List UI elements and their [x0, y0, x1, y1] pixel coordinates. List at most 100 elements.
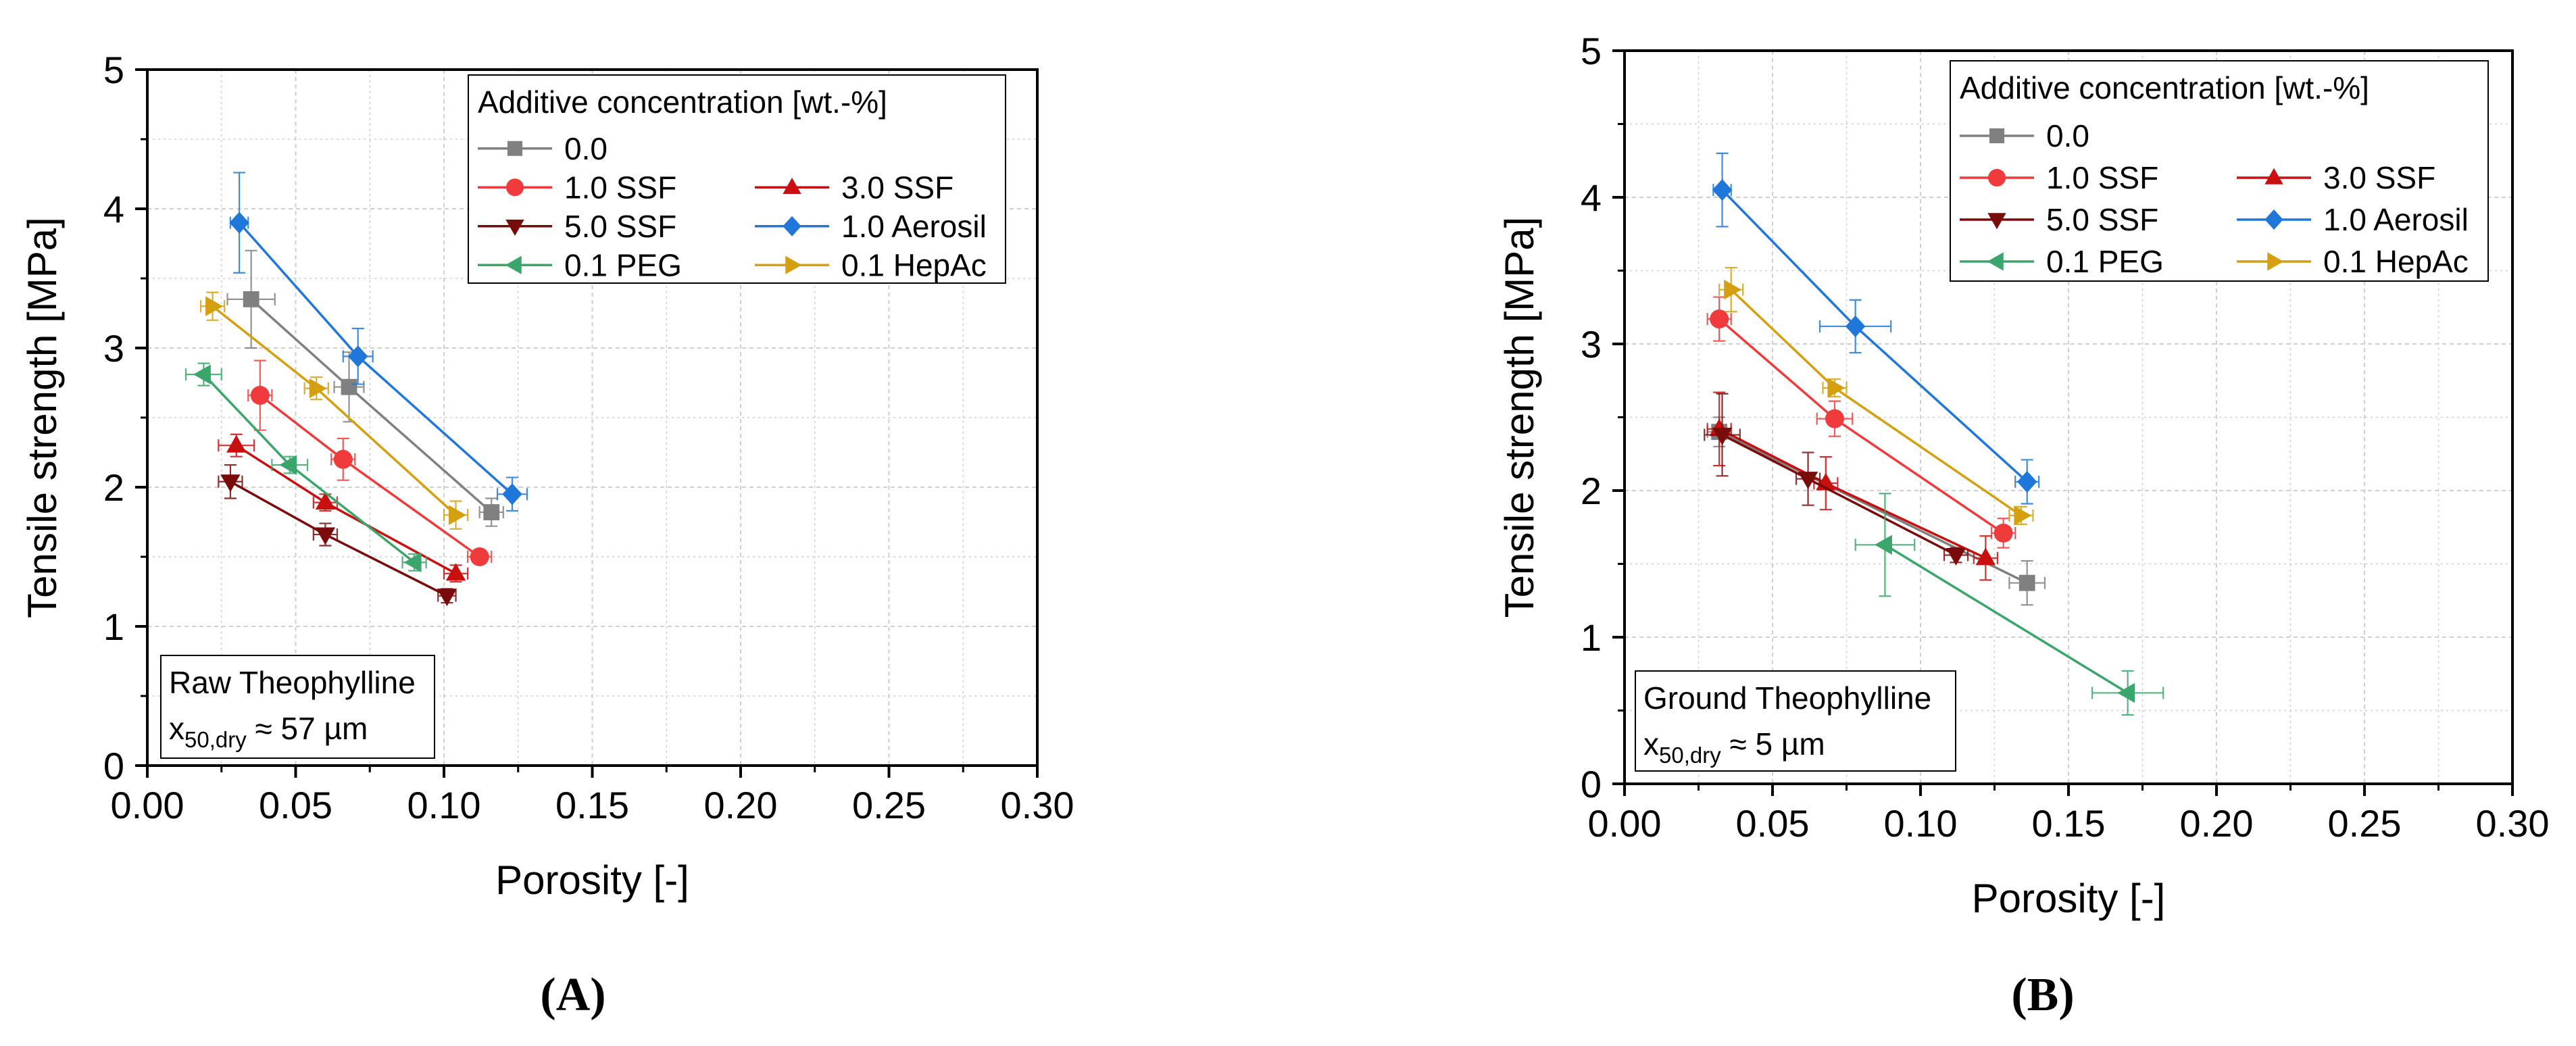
y-axis-label: Tensile strength [MPa]: [1497, 217, 1542, 618]
data-point: [403, 552, 422, 572]
legend-marker: [783, 177, 801, 194]
x-tick-label: 0.10: [407, 784, 481, 826]
data-point: [309, 378, 327, 399]
data-point: [470, 547, 489, 566]
x-tick-label: 0.05: [1736, 802, 1810, 845]
series-5-0-ssf: [218, 464, 457, 607]
legend-marker: [507, 141, 523, 156]
y-axis-label: Tensile strength [MPa]: [20, 217, 65, 618]
legend-item: 0.1 PEG: [478, 247, 682, 282]
data-point: [502, 483, 522, 505]
legend-box: [1950, 60, 2489, 282]
data-point: [279, 455, 297, 475]
x-tick-label: 0.25: [852, 784, 926, 826]
x-tick-label: 0.05: [259, 784, 332, 826]
data-point: [1875, 534, 1892, 555]
legend-label: 3.0 SSF: [841, 170, 953, 205]
series-1-0-ssf: [1706, 296, 2016, 549]
series-1-0-aerosil: [1712, 152, 2040, 505]
x-tick-label: 0.20: [2180, 802, 2254, 845]
data-point: [205, 296, 223, 316]
annotation-box: [160, 655, 435, 759]
data-point: [2117, 682, 2135, 703]
y-tick-label: 5: [103, 49, 124, 91]
legend-marker: [506, 178, 524, 197]
legend-item: 0.1 HepAc: [2237, 244, 2469, 279]
series-0-1-hepac: [1718, 267, 2034, 526]
legend-label: 1.0 SSF: [2046, 160, 2158, 195]
data-point: [1825, 409, 1844, 428]
legend-label: 1.0 Aerosil: [2323, 202, 2469, 237]
data-series: [1704, 152, 2164, 716]
data-point: [229, 211, 249, 234]
annotation-title: Ground Theophylline: [1643, 680, 1931, 716]
legend-label: 0.0: [2046, 118, 2089, 153]
x-tick-label: 0.00: [1588, 802, 1662, 845]
data-point: [449, 505, 466, 525]
legend-item: 1.0 Aerosil: [2237, 202, 2469, 237]
data-point: [445, 563, 466, 581]
data-point: [220, 474, 241, 493]
legend-label: 1.0 Aerosil: [841, 209, 987, 244]
legend-label: 0.1 PEG: [564, 247, 682, 282]
error-bar: [443, 500, 469, 530]
legend-marker: [1988, 169, 2006, 186]
data-point: [1712, 179, 1733, 201]
y-tick-label: 4: [1581, 176, 1602, 219]
x-tick-label: 0.10: [1884, 802, 1958, 845]
legend: Additive concentration [wt.-%] 0.0 1.0 SSF…: [1950, 60, 2489, 282]
legend-label: 3.0 SSF: [2323, 160, 2435, 195]
annotation-size: x50,dry ≈ 57 µm: [169, 711, 368, 752]
legend-item: 3.0 SSF: [755, 170, 953, 205]
y-tick-label: 1: [1581, 616, 1602, 659]
panel-label: (A): [540, 969, 605, 1021]
data-point: [437, 589, 457, 607]
legend-label: 0.1 HepAc: [2323, 244, 2469, 279]
series-line: [1884, 543, 2129, 694]
data-point: [1993, 523, 2013, 543]
legend-item: 0.0: [478, 131, 608, 166]
data-point: [1710, 309, 1729, 329]
legend-item: 1.0 SSF: [1960, 160, 2158, 195]
data-point: [315, 492, 336, 510]
legend-item: 0.1 HepAc: [755, 247, 987, 282]
y-tick-label: 2: [1581, 470, 1602, 512]
legend-marker: [1989, 128, 2005, 144]
x-axis-label: Porosity [-]: [1972, 876, 2166, 921]
legend-label: 0.1 PEG: [2046, 244, 2164, 279]
legend-label: 5.0 SSF: [564, 209, 676, 244]
annotation: Raw Theophylline x50,dry ≈ 57 µm: [160, 655, 435, 759]
legend-item: 5.0 SSF: [1960, 202, 2158, 237]
legend-item: 1.0 Aerosil: [755, 209, 987, 244]
data-point: [341, 378, 357, 395]
x-tick-label: 0.30: [1001, 784, 1074, 826]
legend-label: 0.0: [564, 131, 608, 166]
x-axis-label: Porosity [-]: [495, 857, 689, 903]
y-tick-label: 0: [1581, 763, 1602, 805]
annotation: Ground Theophylline x50,dry ≈ 5 µm: [1635, 670, 1956, 772]
legend-marker: [2264, 168, 2283, 184]
x-tick-label: 0.15: [555, 784, 629, 826]
series-line: [1730, 289, 2022, 517]
legend-marker: [505, 220, 524, 236]
axis-ticks: 0.00 0.05 0.10 0.15 0.20 0.25 0.30 0 1 2 3 4 5: [1581, 30, 2550, 845]
data-point: [1946, 547, 1966, 566]
legend-marker: [785, 255, 802, 274]
legend-marker: [1987, 213, 2006, 230]
data-point: [243, 291, 259, 307]
panel-a: 0.00 0.05 0.10 0.15 0.20 0.25 0.30 0 1 2 3 4 5 Porosi…: [20, 49, 1074, 1021]
legend: Additive concentration [wt.-%] 0.0 1.0 SSF…: [468, 74, 1006, 284]
x-tick-label: 0.00: [111, 784, 184, 826]
y-tick-label: 0: [103, 745, 124, 787]
legend-label: 0.1 HepAc: [841, 247, 987, 282]
legend-marker: [505, 255, 522, 274]
data-point: [333, 449, 353, 469]
panel-label: (B): [2011, 969, 2074, 1021]
legend-marker: [2264, 209, 2283, 230]
legend-title: Additive concentration [wt.-%]: [478, 84, 887, 120]
legend-label: 1.0 SSF: [564, 170, 676, 205]
legend-marker: [2267, 252, 2284, 271]
data-point: [2016, 470, 2037, 493]
y-tick-label: 3: [103, 327, 124, 370]
